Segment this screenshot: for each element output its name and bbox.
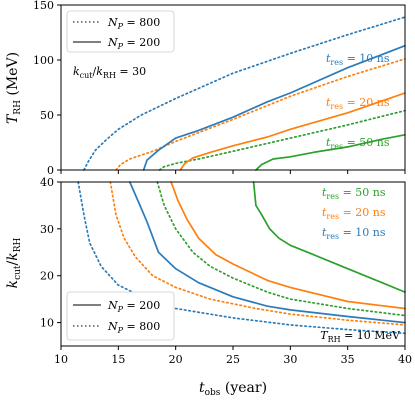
bottom-y-tick-label: 40 — [40, 176, 54, 189]
top-curves — [83, 16, 406, 171]
bottom-legend-box — [66, 291, 175, 341]
top-x-ticks — [60, 170, 406, 174]
bottom-y-tick-label: 10 — [40, 317, 54, 330]
top-kcut-annotation: kcut/kRH = 30 — [73, 65, 146, 80]
bottom-y-tick-label: 30 — [40, 223, 54, 236]
top-legend-entry-2: NP = 200 — [107, 36, 160, 51]
bottom-series-10ns-solid — [128, 181, 406, 324]
top-y-ticks: 0 50 100 150 — [33, 0, 61, 177]
bottom-x-tick-label: 30 — [283, 353, 297, 366]
top-series-10ns-dotted — [83, 16, 406, 171]
bottom-series-20ns-dotted — [109, 181, 406, 326]
bottom-x-tick-label: 35 — [341, 353, 355, 366]
bottom-y-tick-label: 20 — [40, 270, 54, 283]
bottom-label-10ns: tres = 10 ns — [322, 226, 386, 241]
top-series-20ns-solid — [179, 92, 406, 171]
bottom-x-tick-label: 10 — [54, 353, 68, 366]
bottom-x-ticks: 10 15 20 25 30 35 40 — [54, 346, 412, 366]
bottom-series-50ns-solid — [252, 181, 406, 293]
bottom-x-tick-label: 15 — [111, 353, 125, 366]
top-y-tick-label: 50 — [40, 109, 54, 122]
top-label-10ns: tres = 10 ns — [326, 52, 390, 67]
bottom-legend: NP = 200 NP = 800 — [66, 291, 175, 341]
bottom-trh-annotation: TRH = 10 MeV — [320, 329, 401, 344]
top-series-50ns-dotted — [158, 109, 406, 171]
top-legend: NP = 800 NP = 200 — [66, 10, 175, 53]
top-plot-frame — [60, 4, 406, 171]
bottom-x-tick-label: 20 — [169, 353, 183, 366]
top-series-10ns-solid — [142, 44, 406, 171]
top-series-20ns-dotted — [115, 58, 406, 171]
top-label-50ns: tres = 50 ns — [326, 136, 390, 151]
top-y-tick-label: 100 — [33, 54, 54, 67]
top-panel: 0 50 100 150 TRH (MeV) NP = 800 NP = 200 kc… — [5, 0, 406, 177]
top-y-axis-label: TRH (MeV) — [5, 52, 23, 124]
bottom-label-20ns: tres = 20 ns — [322, 206, 386, 221]
bottom-series-50ns-dotted — [156, 181, 406, 317]
top-series-50ns-solid — [255, 133, 406, 171]
bottom-legend-entry-1: NP = 200 — [107, 299, 160, 314]
bottom-series-20ns-solid — [170, 181, 406, 310]
bottom-label-50ns: tres = 50 ns — [322, 186, 386, 201]
top-legend-entry-1: NP = 800 — [107, 16, 160, 31]
top-y-tick-label: 150 — [33, 0, 54, 12]
bottom-x-tick-label: 40 — [398, 353, 412, 366]
bottom-x-axis-label: tobs (year) — [199, 380, 267, 398]
top-y-tick-label: 0 — [47, 164, 54, 177]
bottom-legend-entry-2: NP = 800 — [107, 320, 160, 335]
bottom-plot-frame — [60, 181, 406, 347]
bottom-x-tick-label: 25 — [226, 353, 240, 366]
bottom-panel: 10 20 30 40 10 15 20 25 30 35 40 kcut/kRH tobs (y… — [5, 176, 412, 398]
bottom-y-axis-label: kcut/kRH — [5, 237, 23, 288]
bottom-y-ticks: 10 20 30 40 — [40, 176, 61, 330]
top-label-20ns: tres = 20 ns — [326, 96, 390, 111]
